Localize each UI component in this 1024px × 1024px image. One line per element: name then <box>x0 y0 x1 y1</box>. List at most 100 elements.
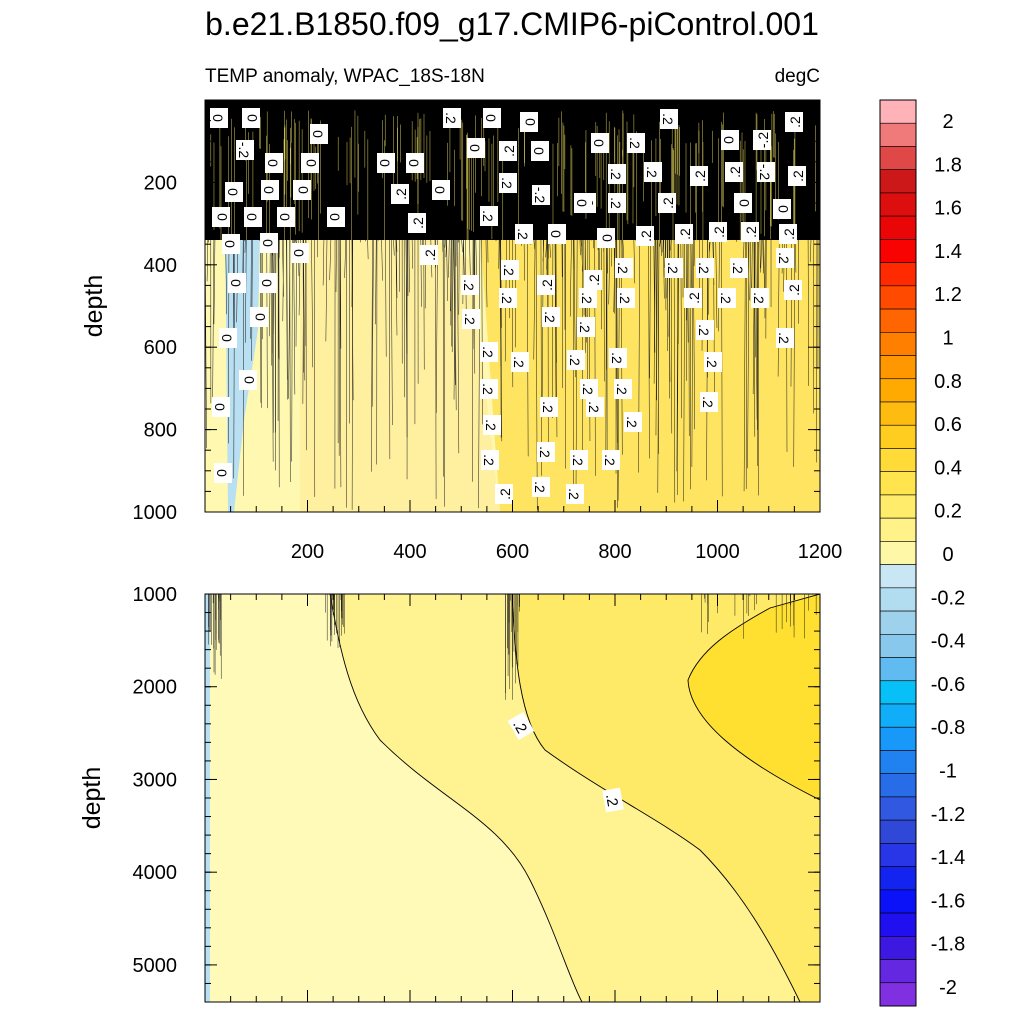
x-tick-label: 1200 <box>798 541 843 563</box>
colorbar-swatch <box>879 517 917 542</box>
upper-contour-label: 0 <box>244 207 262 227</box>
upper-contour-label: 0 <box>277 207 295 227</box>
svg-text:.2: .2 <box>609 352 625 364</box>
y-tick-label: 1000 <box>133 584 178 606</box>
colorbar-swatch <box>879 936 917 960</box>
upper-contour-streak <box>653 234 656 353</box>
lower-panel <box>205 594 820 1002</box>
colorbar-label: -0.4 <box>931 631 965 653</box>
svg-text:.2: .2 <box>644 166 660 178</box>
svg-text:.2: .2 <box>677 228 693 240</box>
svg-text:0: 0 <box>721 136 737 144</box>
upper-contour-streak <box>793 234 795 467</box>
upper-contour-streak <box>289 234 291 483</box>
svg-text:0: 0 <box>214 213 230 221</box>
x-tick-label: 1000 <box>695 541 740 563</box>
upper-contour-label: .2 <box>495 484 513 504</box>
upper-contour-label: .2 <box>658 193 676 213</box>
upper-contour-streak <box>405 234 408 354</box>
svg-text:.2: .2 <box>692 170 708 182</box>
svg-text:0: 0 <box>277 213 293 221</box>
upper-contour-streak <box>718 234 720 332</box>
upper-contour-label: .2 <box>718 288 736 308</box>
upper-contour-streak <box>663 234 665 299</box>
x-tick-label: 600 <box>496 541 529 563</box>
upper-contour-label: .2 <box>788 166 806 186</box>
upper-contour-label: .2 <box>584 270 602 290</box>
subtitle-left: TEMP anomaly, WPAC_18S-18N <box>205 66 485 87</box>
colorbar-swatch <box>879 239 917 263</box>
svg-text:0: 0 <box>775 205 791 213</box>
svg-text:.2: .2 <box>686 292 702 304</box>
svg-text:.2: .2 <box>483 419 499 431</box>
upper-contour-label: 0 <box>291 243 309 263</box>
upper-contour-label: .2 <box>499 141 517 161</box>
svg-text:-.2: -.2 <box>755 132 771 149</box>
svg-text:.2: .2 <box>567 354 583 366</box>
svg-text:0: 0 <box>222 240 238 248</box>
colorbar-swatch <box>879 680 917 705</box>
upper-contour-label: 0 <box>734 193 752 213</box>
upper-contour-label: .2 <box>704 352 722 372</box>
upper-contour-streak <box>371 234 374 407</box>
upper-contour-label: 0 <box>310 124 328 144</box>
colorbar-label: 0 <box>942 544 953 566</box>
upper-contour-streak <box>457 234 460 454</box>
colorbar-swatch <box>879 424 917 449</box>
upper-contour-label: .2 <box>577 317 595 337</box>
svg-text:0: 0 <box>214 469 230 477</box>
colorbar-swatch <box>879 912 917 937</box>
svg-text:.2: .2 <box>665 262 681 274</box>
upper-contour-streak <box>395 234 398 298</box>
colorbar-label: 1 <box>942 328 953 350</box>
upper-contour-label: 0 <box>261 180 279 200</box>
upper-contour-label: 0 <box>219 328 237 348</box>
upper-contour-label: .2 <box>779 224 797 244</box>
upper-contour-label: .2 <box>608 164 626 184</box>
upper-contour-streak <box>314 234 316 497</box>
upper-contour-label: .2 <box>566 484 584 504</box>
colorbar-swatch <box>879 262 917 287</box>
upper-contour-label: .2 <box>537 442 555 462</box>
upper-contour-streak <box>212 234 215 407</box>
svg-text:0: 0 <box>252 313 268 321</box>
colorbar-swatch <box>879 959 917 984</box>
colorbar-swatch <box>879 610 917 635</box>
upper-contour-streak <box>693 234 696 267</box>
svg-text:0: 0 <box>377 159 393 167</box>
lower-contour-labels: .2 .2 <box>507 711 624 813</box>
colorbar-swatch <box>879 564 917 589</box>
svg-text:0: 0 <box>591 139 607 147</box>
upper-contour-streak <box>655 234 658 436</box>
upper-axis-ticks: 200 400 600 800 1000 1200 200 400 600 800 1000 <box>133 100 843 563</box>
upper-contour-label: 0 <box>520 112 538 132</box>
upper-contour-streak <box>676 234 679 496</box>
upper-contour-lines <box>205 234 820 510</box>
upper-contour-streak <box>277 234 280 360</box>
upper-contour-label: 0 <box>483 108 501 128</box>
colorbar-swatch <box>879 401 917 426</box>
x-tick-label: 400 <box>393 541 426 563</box>
svg-text:0: 0 <box>327 213 343 221</box>
svg-text:.2: .2 <box>743 226 759 238</box>
lower-contour-line-c <box>687 594 820 801</box>
colorbar-swatch <box>879 703 917 728</box>
svg-text:0: 0 <box>212 403 228 411</box>
colorbar-swatch <box>879 332 917 356</box>
upper-contour-label: .2 <box>483 415 501 435</box>
svg-text:.2: .2 <box>727 166 743 178</box>
upper-contour-streak <box>638 234 640 473</box>
svg-text:0: 0 <box>574 199 590 207</box>
colorbar-swatch <box>879 448 917 472</box>
colorbar-label: 0.6 <box>934 414 962 436</box>
svg-text:.2: .2 <box>627 137 643 149</box>
svg-text:.2: .2 <box>511 356 527 368</box>
upper-contour-label: 0 <box>597 228 615 248</box>
figure-title: b.e21.B1850.f09_g17.CMIP6-piControl.001 <box>205 6 819 42</box>
svg-text:0: 0 <box>467 144 483 152</box>
colorbar-label: 1.6 <box>934 198 962 220</box>
upper-contour-label: 0 <box>548 224 566 244</box>
upper-contour-label: .2 <box>462 309 480 329</box>
colorbar-label: 1.4 <box>934 241 962 263</box>
